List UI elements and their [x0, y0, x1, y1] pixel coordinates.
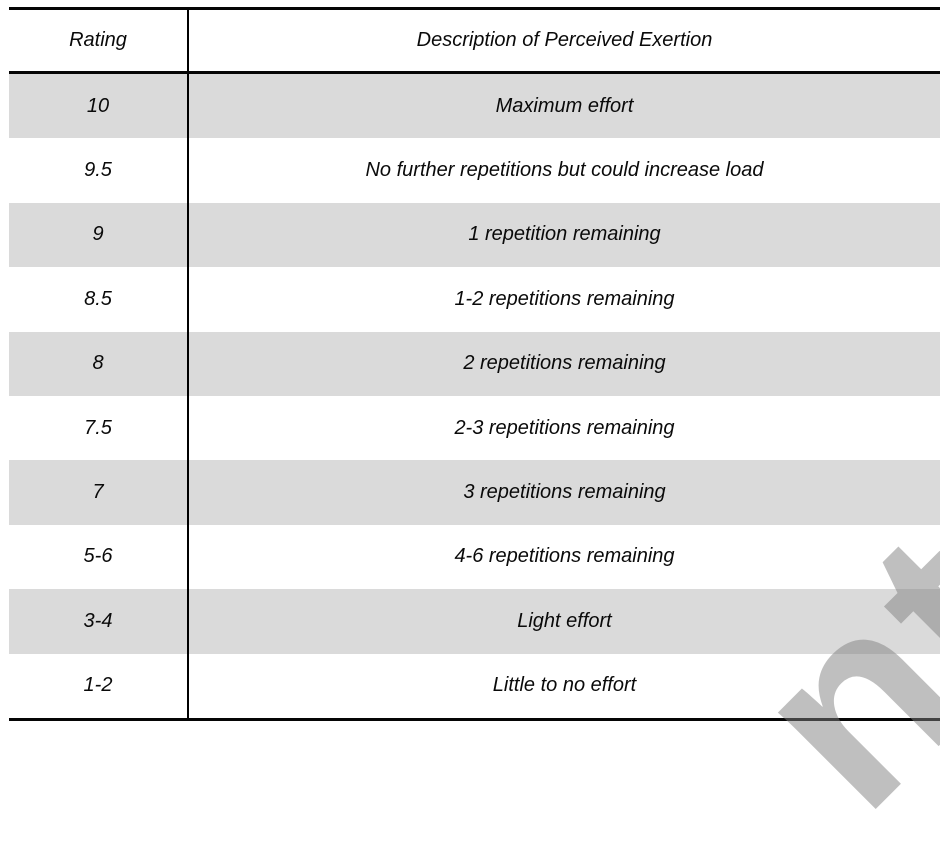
table-row: 5-6 4-6 repetitions remaining: [9, 524, 940, 590]
column-header-description: Description of Perceived Exertion: [416, 29, 713, 51]
rating-cell: 8.5: [9, 267, 189, 332]
rating-cell: 5-6: [9, 524, 189, 590]
column-header-rating: Rating: [9, 8, 189, 73]
rating-cell: 10: [9, 72, 189, 139]
description-cell: 1-2 repetitions remaining: [454, 287, 675, 310]
page: Rating Description of Perceived Exertion…: [9, 7, 940, 861]
description-cell: Light effort: [517, 609, 612, 632]
rating-cell: 9.5: [9, 138, 189, 203]
description-cell: Little to no effort: [492, 674, 637, 697]
description-cell: 2-3 repetitions remaining: [454, 416, 675, 439]
rpe-table: Rating Description of Perceived Exertion…: [9, 7, 940, 721]
table-row: 9 1 repetition remaining: [9, 202, 940, 268]
description-cell: 2 repetitions remaining: [463, 352, 666, 375]
table-row: 3-4 Light effort: [9, 589, 940, 654]
description-cell: 1 repetition remaining: [468, 223, 661, 246]
table-row: 8 2 repetitions remaining: [9, 331, 940, 396]
rating-cell: 8: [9, 331, 189, 396]
rating-cell: 9: [9, 202, 189, 268]
table-row: 8.5 1-2 repetitions remaining: [9, 267, 940, 332]
description-cell: Maximum effort: [495, 94, 634, 117]
description-cell: No further repetitions but could increas…: [365, 159, 764, 182]
table-row: 9.5 No further repetitions but could inc…: [9, 138, 940, 203]
description-cell: 3 repetitions remaining: [463, 481, 666, 504]
rating-cell: 7.5: [9, 395, 189, 461]
table-body: 10 Maximum effort 9.5 No further repetit…: [9, 72, 940, 720]
description-cell: 4-6 repetitions remaining: [454, 545, 675, 568]
table-row: 7.5 2-3 repetitions remaining: [9, 395, 940, 461]
table-row: 1-2 Little to no effort: [9, 653, 940, 720]
rating-cell: 1-2: [9, 653, 189, 720]
rating-cell: 7: [9, 460, 189, 525]
table-row: 10 Maximum effort: [9, 72, 940, 139]
rating-cell: 3-4: [9, 589, 189, 654]
table-row: 7 3 repetitions remaining: [9, 460, 940, 525]
table-header-row: Rating Description of Perceived Exertion: [9, 8, 940, 73]
